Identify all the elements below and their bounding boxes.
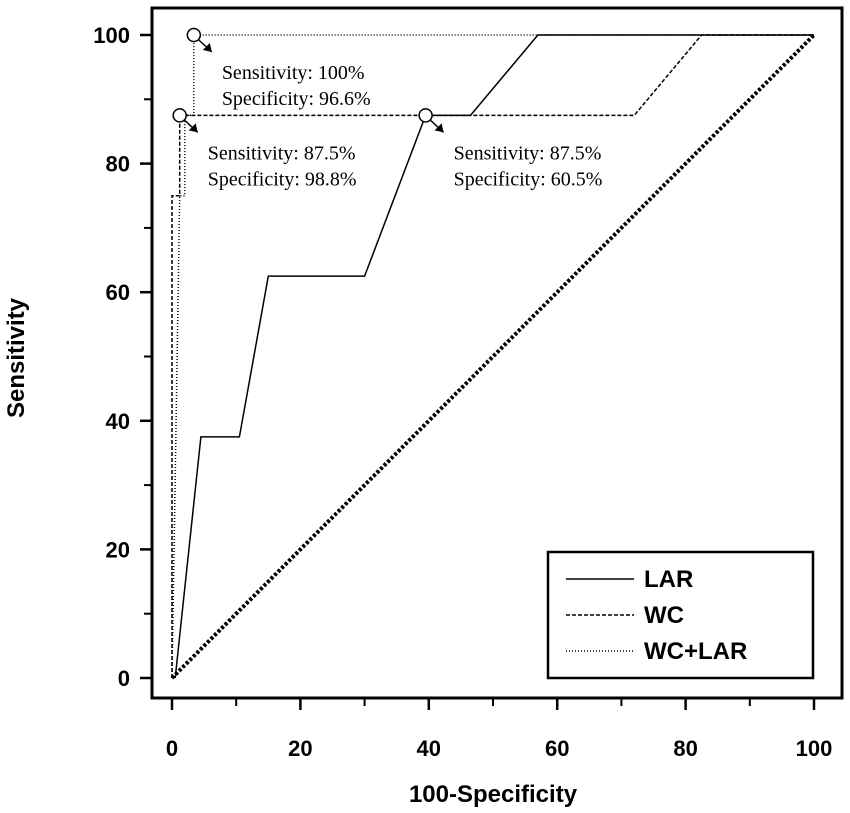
cutoff-point-marker: [186, 27, 202, 43]
x-tick-label-40: 40: [417, 736, 441, 761]
y-tick-label-20: 20: [106, 537, 130, 562]
x-tick-label-80: 80: [673, 736, 697, 761]
y-tick-label-100: 100: [93, 23, 130, 48]
legend-label-lar: LAR: [644, 566, 693, 593]
x-axis-title: 100-Specificity: [409, 781, 578, 808]
legend: LAR WC WC+LAR: [546, 550, 815, 680]
cutoff-point-marker: [172, 108, 187, 123]
y-axis: 0 20 40 60 80 100: [93, 23, 152, 691]
legend-label-wc: WC: [644, 602, 684, 629]
cutoff-point-marker: [418, 108, 433, 123]
x-tick-label-100: 100: [796, 736, 833, 761]
annotation-label: Sensitivity: 87.5%: [454, 142, 602, 164]
annotation-arrow-head: [188, 123, 198, 133]
x-tick-label-0: 0: [166, 736, 178, 761]
annotation-label: Specificity: 98.8%: [208, 168, 357, 190]
annotation-label: Sensitivity: 87.5%: [208, 142, 356, 164]
y-tick-label-0: 0: [118, 666, 130, 691]
x-tick-label-20: 20: [288, 736, 312, 761]
annotation-arrow-head: [202, 43, 212, 52]
annotation-arrow-head: [434, 123, 444, 133]
x-axis: 0 20 40 60 80 100: [166, 698, 832, 761]
annotation-label: Specificity: 60.5%: [454, 168, 603, 190]
series-line-reference: [170, 33, 816, 680]
plot-frame-group: [150, 6, 844, 700]
series-line-lar: [174, 34, 814, 679]
legend-box: [546, 550, 815, 680]
y-tick-label-80: 80: [106, 152, 130, 177]
x-tick-label-60: 60: [545, 736, 569, 761]
annotation-label: Sensitivity: 100%: [222, 62, 365, 84]
y-tick-label-60: 60: [106, 280, 130, 305]
legend-label-wc-lar: WC+LAR: [644, 638, 747, 665]
annotation-layer: Sensitivity: 100% Specificity: 96.6% Sensi…: [172, 27, 603, 190]
y-axis-title: Sensitivity: [3, 297, 30, 418]
annotation-label: Specificity: 96.6%: [222, 88, 371, 110]
plot-frame: [150, 6, 844, 700]
y-tick-label-40: 40: [106, 409, 130, 434]
